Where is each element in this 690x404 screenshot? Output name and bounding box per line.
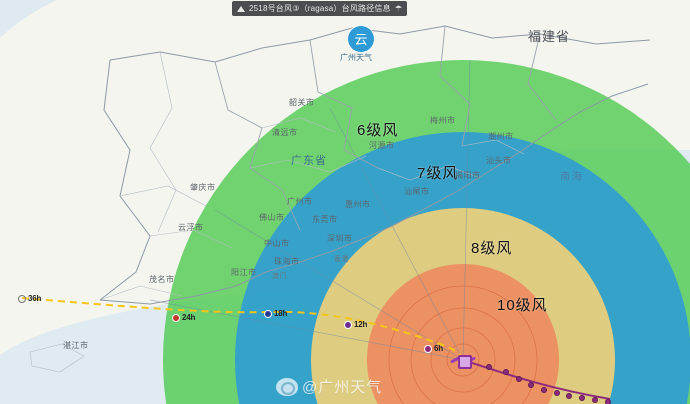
forecast-marker-label: 6h — [434, 344, 443, 353]
forecast-marker-dot — [344, 320, 352, 329]
typhoon-eye-icon — [449, 352, 477, 369]
history-track-point — [528, 382, 534, 388]
history-track-point — [486, 364, 492, 370]
umbrella-icon: ☂ — [394, 4, 403, 13]
weibo-watermark: @广州天气 — [276, 376, 382, 397]
forecast-marker-dot — [264, 309, 272, 318]
logo-label: 广州天气 — [340, 53, 372, 62]
forecast-marker-label: 36h — [28, 294, 42, 303]
history-track-point — [605, 399, 611, 404]
weibo-icon — [276, 377, 298, 396]
forecast-marker-label: 24h — [182, 313, 196, 322]
forecast-marker[interactable]: 24h — [172, 313, 195, 322]
ring-10 — [367, 264, 559, 404]
forecast-marker[interactable]: 18h — [264, 309, 287, 318]
triangle-marker-icon — [237, 5, 245, 12]
forecast-marker-dot — [424, 344, 432, 353]
title-text: 2518号台风③（ragasa）台风路径信息 — [249, 4, 391, 13]
history-track-point — [503, 369, 509, 375]
forecast-marker[interactable]: 12h — [344, 320, 367, 329]
forecast-marker-label: 18h — [274, 309, 288, 318]
forecast-marker-dot — [18, 294, 26, 303]
watermark-handle: @广州天气 — [302, 379, 383, 396]
history-track-point — [579, 395, 585, 401]
forecast-marker-dot — [172, 313, 180, 322]
history-track-point — [516, 376, 522, 382]
history-track-point — [541, 387, 547, 393]
history-track-point — [566, 393, 572, 399]
cloud-icon: 云 — [354, 31, 368, 47]
forecast-marker-label: 12h — [354, 320, 368, 329]
guangzhou-weather-logo: 云 — [348, 26, 374, 52]
history-track-point — [554, 390, 560, 396]
forecast-marker[interactable]: 6h — [424, 344, 443, 353]
title-bar[interactable]: 2518号台风③（ragasa）台风路径信息 ☂ — [232, 1, 408, 16]
forecast-marker[interactable]: 36h — [18, 294, 41, 303]
history-track-point — [592, 397, 598, 403]
